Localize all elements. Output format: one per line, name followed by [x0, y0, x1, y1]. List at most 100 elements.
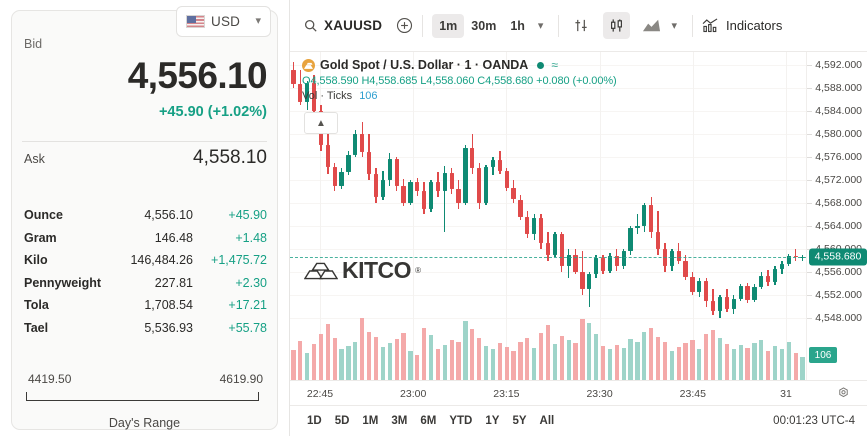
candle-body — [518, 199, 523, 217]
timeframe-30m[interactable]: 30m — [464, 14, 503, 38]
volume-bar — [662, 341, 668, 380]
volume-bar — [311, 344, 317, 380]
candle-body — [477, 168, 482, 203]
volume-bar — [669, 351, 674, 380]
volume-bar — [573, 342, 578, 380]
volume-bar — [463, 321, 468, 380]
range-1M[interactable]: 1M — [357, 412, 383, 430]
time-axis-settings-gear-icon[interactable] — [837, 387, 850, 405]
volume-bar — [607, 349, 613, 380]
price-plot[interactable]: Gold Spot / U.S. Dollar · 1 · OANDA ≈ O4… — [290, 52, 806, 380]
price-axis-label: 4,548.000 — [815, 312, 862, 325]
candle-body — [305, 83, 310, 102]
chart-type-more-chevron-down-icon[interactable]: ▾ — [671, 20, 677, 32]
candle-body — [649, 205, 654, 232]
bar-adjust-icon[interactable] — [568, 12, 595, 39]
indicators-button[interactable]: Indicators — [702, 10, 782, 42]
timeframe-more-chevron-down-icon[interactable]: ▾ — [537, 20, 544, 32]
price-axis-tick — [807, 156, 812, 158]
candle-body — [600, 258, 606, 271]
price-axis-label: 4,564.000 — [815, 220, 862, 233]
volume-bar — [676, 346, 681, 380]
candle-body — [463, 147, 468, 203]
range-1Y[interactable]: 1Y — [480, 412, 504, 430]
metric-value: 146.48 — [154, 230, 193, 245]
range-5D[interactable]: 5D — [330, 412, 355, 430]
candle-body — [724, 297, 729, 309]
candle-body — [607, 255, 613, 271]
chart-footer: 1D 5D 1M 3M 6M YTD 1Y 5Y All 00:01:23 UTC-4 — [290, 406, 867, 436]
timeframe-1m[interactable]: 1m — [432, 13, 465, 38]
candle-body — [360, 133, 365, 153]
candle-body — [511, 187, 516, 200]
time-axis-label: 23:15 — [493, 388, 520, 400]
price-axis-tick — [807, 179, 812, 181]
metric-name: Pennyweight — [24, 275, 102, 290]
volume-bar — [470, 329, 475, 380]
candle-body — [697, 281, 702, 292]
range-YTD[interactable]: YTD — [444, 412, 477, 430]
candle-body — [422, 191, 427, 209]
line-chart-icon[interactable] — [638, 12, 665, 39]
timeframe-1h[interactable]: 1h — [503, 14, 532, 38]
price-axis-label: 4,552.000 — [815, 289, 862, 302]
price-axis-label: 4,584.000 — [815, 104, 862, 117]
volume-bar — [745, 348, 750, 380]
volume-bar — [772, 346, 778, 380]
volume-bar — [724, 344, 729, 380]
volume-bar — [511, 351, 516, 380]
range-All[interactable]: All — [535, 412, 560, 430]
metric-value: 1,708.54 — [144, 298, 193, 312]
candle-body — [704, 281, 709, 301]
ohlc-values: O4,558.590 H4,558.685 L4,558.060 C4,558.… — [302, 75, 617, 87]
candle-body — [621, 251, 626, 267]
price-axis-tick — [807, 133, 812, 135]
ask-label: Ask — [24, 152, 45, 166]
vertical-gridline — [506, 52, 508, 380]
volume-bar — [435, 349, 441, 380]
horizontal-gridline — [290, 156, 806, 158]
volume-bar — [532, 348, 537, 380]
candle-body — [614, 255, 619, 267]
range-1D[interactable]: 1D — [302, 412, 327, 430]
toolbar-divider-3 — [691, 14, 693, 37]
metric-change: +45.90 — [228, 208, 267, 222]
indicators-icon — [702, 18, 719, 33]
candle-body — [394, 159, 399, 186]
candle-body — [456, 189, 461, 203]
metric-row: Kilo 146,484.26 +1,475.72 — [0, 253, 289, 276]
volume-bar — [490, 348, 496, 380]
metric-name: Gram — [24, 230, 57, 245]
volume-bar — [759, 340, 764, 380]
search-icon — [304, 19, 317, 32]
time-axis[interactable]: 22:45 23:00 23:15 23:30 23:45 31 — [290, 380, 867, 406]
volume-bar — [415, 355, 420, 380]
candle-body — [772, 268, 778, 283]
day-range-bar — [26, 392, 259, 401]
range-3M[interactable]: 3M — [386, 412, 412, 430]
range-6M[interactable]: 6M — [415, 412, 441, 430]
symbol-search[interactable]: XAUUSD — [290, 10, 382, 42]
price-axis[interactable]: 4,592.000 4,588.000 4,584.000 4,580.000 4,57… — [806, 52, 867, 380]
candlestick-icon[interactable] — [603, 12, 631, 39]
volume-bar — [580, 319, 585, 380]
price-axis-tick — [807, 295, 812, 297]
candle-body — [380, 179, 385, 198]
range-5Y[interactable]: 5Y — [507, 412, 531, 430]
candle-body — [483, 167, 489, 203]
volume-bar — [614, 344, 619, 380]
chart-panel: XAUUSD 1m 30m 1h ▾ — [289, 0, 867, 436]
chevron-up-icon[interactable]: ▲ — [304, 112, 338, 134]
currency-label: USD — [211, 14, 241, 29]
chart-body: Gold Spot / U.S. Dollar · 1 · OANDA ≈ O4… — [290, 52, 867, 380]
time-axis-label: 23:45 — [679, 388, 706, 400]
add-symbol-button[interactable] — [396, 10, 413, 42]
volume-bar — [793, 352, 798, 380]
candle-body — [353, 133, 358, 155]
currency-selector[interactable]: USD ▾ — [176, 6, 271, 37]
candle-body — [573, 254, 578, 273]
candle-body — [538, 217, 544, 244]
metric-value: 227.81 — [154, 275, 193, 290]
candle-body — [793, 255, 798, 258]
vertical-gridline — [786, 52, 787, 380]
